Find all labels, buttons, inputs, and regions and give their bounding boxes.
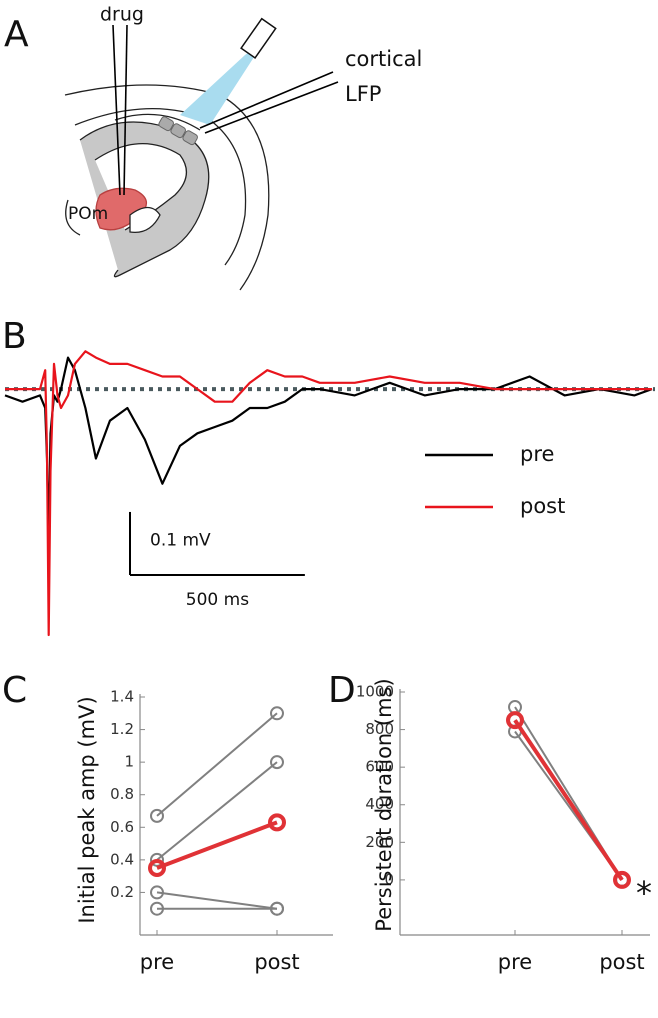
y-tick-label: 0.8 bbox=[110, 785, 134, 803]
panel-label: D bbox=[328, 670, 356, 711]
data-point bbox=[150, 808, 164, 823]
y-tick-label: 200 bbox=[365, 833, 394, 851]
diagram-label: cortical bbox=[345, 47, 422, 71]
y-tick-label: 0.4 bbox=[110, 850, 134, 868]
panel-label: B bbox=[2, 316, 27, 357]
series-line bbox=[513, 719, 624, 882]
data-point bbox=[150, 901, 164, 916]
y-tick-label: 600 bbox=[365, 758, 394, 776]
y-tick-label: 0.2 bbox=[110, 883, 134, 901]
y-tick-label: 0 bbox=[384, 870, 394, 888]
y-tick-label: 1.2 bbox=[110, 720, 134, 738]
trace-line bbox=[5, 350, 652, 637]
trace-line bbox=[4, 356, 653, 548]
pipettes bbox=[112, 24, 339, 196]
scale-label: 500 ms bbox=[186, 590, 249, 610]
x-tick-label: pre bbox=[498, 950, 532, 974]
scale-label: 0.1 mV bbox=[150, 530, 211, 550]
series-line bbox=[156, 820, 278, 870]
annotation: * bbox=[636, 874, 652, 912]
panel-label: A bbox=[4, 14, 29, 55]
y-tick-label: 0.6 bbox=[110, 818, 134, 836]
legend-label: post bbox=[520, 494, 565, 518]
data-point bbox=[270, 755, 284, 770]
y-tick-label: 1.4 bbox=[110, 688, 134, 706]
y-tick-label: 400 bbox=[365, 795, 394, 813]
data-point bbox=[506, 711, 524, 730]
data-point bbox=[148, 859, 166, 877]
data-point bbox=[613, 870, 631, 889]
data-point bbox=[270, 901, 284, 916]
y-axis-label: Initial peak amp (mV) bbox=[75, 696, 99, 923]
y-tick-label: 1 bbox=[124, 753, 134, 771]
diagram-label: LFP bbox=[345, 82, 381, 106]
diagram-label: drug bbox=[100, 4, 144, 26]
light-source bbox=[240, 17, 277, 59]
light-cone bbox=[180, 40, 265, 125]
y-tick-label: 800 bbox=[365, 720, 394, 738]
data-point bbox=[150, 852, 164, 867]
series-line bbox=[156, 712, 278, 817]
x-tick-label: pre bbox=[140, 950, 174, 974]
diagram-label: POm bbox=[68, 204, 108, 224]
y-tick-label: 1000 bbox=[356, 683, 394, 701]
x-tick-label: post bbox=[254, 950, 299, 974]
data-point bbox=[270, 706, 284, 721]
electrodes bbox=[158, 116, 198, 146]
y-axis-label: Persistent duration (ms) bbox=[372, 678, 396, 931]
data-point bbox=[268, 813, 286, 832]
data-point bbox=[150, 885, 164, 900]
legend-label: pre bbox=[520, 442, 554, 466]
series-line bbox=[156, 891, 278, 910]
series-line bbox=[156, 761, 278, 861]
x-tick-label: post bbox=[599, 950, 644, 974]
brain-diagram bbox=[64, 84, 270, 291]
panel-label: C bbox=[2, 670, 27, 711]
